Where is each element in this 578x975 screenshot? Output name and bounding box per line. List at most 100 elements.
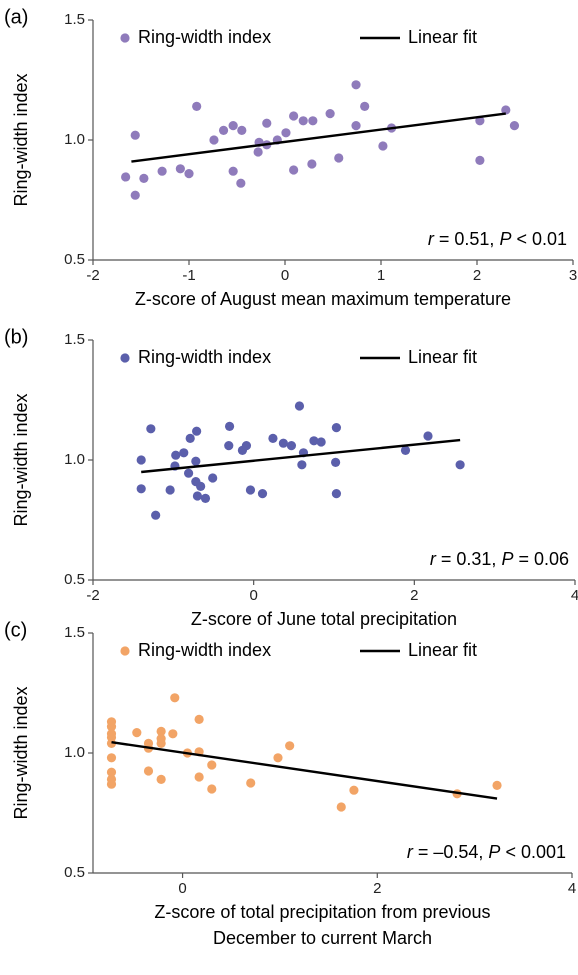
data-point <box>423 431 433 441</box>
y-axis-label: Ring-width index <box>11 686 31 819</box>
data-point <box>289 111 299 121</box>
annotation-part: = 0.06 <box>513 549 569 569</box>
data-point <box>360 101 370 111</box>
x-tick-label: 2 <box>410 587 418 604</box>
annotation-part: = 0.51, <box>434 229 500 249</box>
data-point <box>106 767 117 777</box>
x-tick-label: 3 <box>569 267 577 284</box>
data-point <box>207 784 217 794</box>
data-point <box>184 169 194 179</box>
data-point <box>191 456 201 466</box>
annotation: r = 0.51, P < 0.01 <box>428 229 567 249</box>
data-point <box>106 753 117 763</box>
x-tick-label: 0 <box>249 587 257 604</box>
data-point <box>228 121 238 131</box>
data-point <box>475 155 485 165</box>
data-point <box>183 468 194 478</box>
x-tick-label: 4 <box>571 587 578 604</box>
legend-label: Ring-width index <box>138 347 271 367</box>
data-point <box>218 125 229 135</box>
data-point <box>331 457 341 467</box>
data-point <box>378 141 388 151</box>
data-point <box>209 135 219 145</box>
data-point <box>156 738 166 749</box>
fit-line <box>141 438 461 474</box>
data-point <box>331 489 342 499</box>
annotation-part: r <box>428 229 435 249</box>
data-point <box>130 190 140 200</box>
legend-marker <box>120 646 130 656</box>
data-point <box>455 460 465 470</box>
y-tick-label: 1.0 <box>64 451 85 468</box>
data-point <box>336 802 346 812</box>
y-axis-label: Ring-width index <box>11 393 31 526</box>
y-tick-label: 1.0 <box>64 744 85 761</box>
data-point <box>351 121 361 131</box>
y-tick-label: 1.0 <box>64 131 85 148</box>
data-point <box>309 436 319 446</box>
data-point <box>297 460 307 470</box>
legend-label: Linear fit <box>408 27 477 47</box>
data-point <box>106 722 117 732</box>
annotation-part: = 0.31, <box>436 549 502 569</box>
fit-line <box>131 112 506 163</box>
y-tick-label: 1.5 <box>64 11 85 28</box>
annotation-part: < 0.01 <box>511 229 567 249</box>
y-tick-label: 0.5 <box>64 251 85 268</box>
data-point <box>285 741 295 751</box>
data-point <box>146 424 156 434</box>
data-point <box>121 172 131 182</box>
data-point <box>351 80 361 90</box>
x-tick-label: 4 <box>568 880 576 897</box>
annotation-part: r <box>407 842 414 862</box>
x-tick-label: -2 <box>86 587 99 604</box>
data-point <box>194 772 204 782</box>
annotation-part: r <box>430 549 437 569</box>
data-point <box>400 445 411 455</box>
data-point <box>307 159 317 169</box>
data-point <box>168 729 178 739</box>
data-point <box>253 147 263 157</box>
data-point <box>130 130 140 140</box>
data-point <box>208 473 218 483</box>
data-point <box>268 433 278 443</box>
fit-line <box>111 741 498 800</box>
data-point <box>156 774 166 785</box>
data-point <box>294 401 305 411</box>
x-axis-label: Z-score of August mean maximum temperatu… <box>135 289 511 309</box>
data-point <box>156 726 166 737</box>
data-point <box>136 484 146 494</box>
legend-label: Linear fit <box>408 640 477 660</box>
data-point <box>132 728 142 738</box>
panel-label: (c) <box>4 619 27 641</box>
data-point <box>298 116 308 126</box>
data-point <box>224 421 235 431</box>
data-point <box>334 153 344 163</box>
x-axis-label: Z-score of total precipitation from prev… <box>154 902 490 922</box>
data-point <box>278 438 288 448</box>
data-point <box>286 441 297 451</box>
data-point <box>492 780 502 791</box>
x-tick-label: -1 <box>182 267 195 284</box>
y-axis-label: Ring-width index <box>11 73 31 206</box>
data-point <box>262 118 272 128</box>
data-point <box>246 778 256 788</box>
y-tick-label: 1.5 <box>64 624 85 641</box>
data-point <box>509 121 520 131</box>
x-tick-label: 2 <box>373 880 381 897</box>
x-tick-label: 0 <box>281 267 289 284</box>
data-point <box>185 433 195 443</box>
data-point <box>241 441 252 451</box>
data-point <box>192 426 202 436</box>
y-tick-label: 1.5 <box>64 331 85 348</box>
data-point <box>349 785 359 795</box>
y-tick-label: 0.5 <box>64 571 85 588</box>
x-axis-label: December to current March <box>213 928 432 948</box>
data-point <box>157 166 167 176</box>
legend-marker <box>120 33 130 43</box>
data-point <box>192 101 202 111</box>
data-point <box>207 760 217 770</box>
data-point <box>325 109 335 119</box>
panel-label: (a) <box>4 6 28 28</box>
